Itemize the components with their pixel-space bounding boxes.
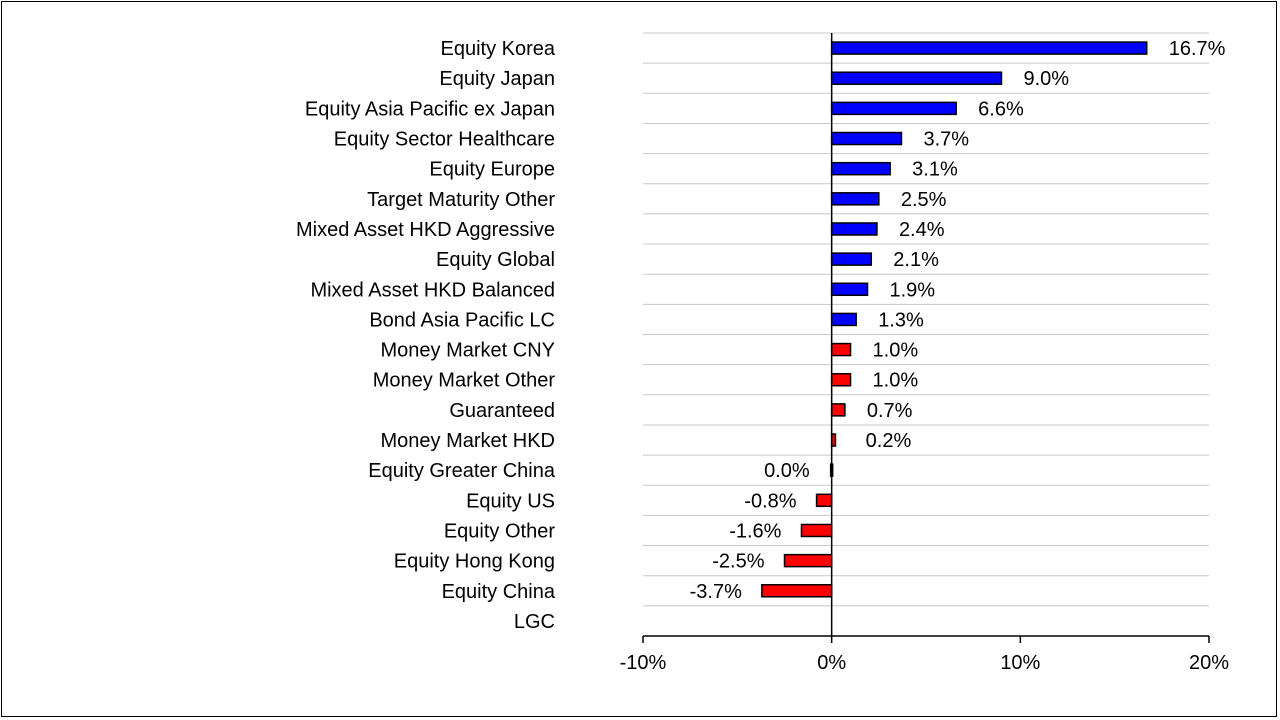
category-label: Equity China [442, 581, 556, 603]
bar [830, 403, 846, 417]
value-label: 3.7% [923, 129, 969, 151]
value-label: 0.2% [866, 430, 912, 452]
bar [830, 282, 869, 297]
value-label: 0.0% [764, 460, 810, 482]
value-labels: 16.7% 9.0% 6.6% 3.7% 3.1% 2.5% 2.4% 2.1% 1.9% 1.3… [690, 38, 1226, 603]
value-label: -1.6% [729, 520, 781, 542]
category-label: Equity Korea [440, 38, 555, 60]
value-label: 1.0% [873, 340, 919, 362]
value-label: 2.4% [899, 219, 945, 241]
value-label: 6.6% [978, 98, 1024, 120]
value-label: -3.7% [690, 581, 742, 603]
bar [830, 342, 852, 357]
bar [830, 131, 903, 146]
category-label: Equity Japan [439, 68, 555, 90]
value-label: 9.0% [1023, 68, 1069, 90]
category-label: LGC [514, 611, 555, 633]
x-tick-label: 10% [1000, 652, 1040, 674]
category-label: Equity Sector Healthcare [334, 129, 555, 151]
value-label: -0.8% [744, 490, 796, 512]
category-label: Guaranteed [449, 400, 555, 422]
gridlines [643, 32, 1209, 637]
category-label: Mixed Asset HKD Aggressive [296, 219, 555, 241]
category-label: Money Market CNY [381, 340, 556, 362]
value-label: -2.5% [712, 551, 764, 573]
x-tick-label: 0% [817, 652, 846, 674]
category-label: Bond Asia Pacific LC [369, 309, 555, 331]
bar [830, 41, 1148, 55]
bar [830, 252, 873, 266]
bar [830, 372, 852, 387]
bar [830, 312, 857, 327]
category-label: Money Market Other [373, 370, 556, 392]
value-label: 2.5% [901, 189, 947, 211]
bar [761, 584, 833, 598]
x-tick-labels: -10% 0% 10% 20% [620, 652, 1230, 674]
category-label: Money Market HKD [381, 430, 556, 452]
bar [800, 523, 833, 538]
value-label: 1.0% [873, 370, 919, 392]
category-labels: Equity Korea Equity Japan Equity Asia Paci… [296, 38, 556, 633]
category-label: Equity Hong Kong [394, 551, 555, 573]
bars [761, 41, 1148, 598]
x-tick-label: -10% [620, 652, 667, 674]
value-label: 0.7% [867, 400, 913, 422]
category-label: Equity Global [436, 249, 555, 271]
category-label: Equity Asia Pacific ex Japan [305, 98, 555, 120]
value-label: 3.1% [912, 159, 958, 181]
bar [830, 71, 1003, 85]
value-label: 2.1% [893, 249, 939, 271]
bar [783, 553, 833, 568]
category-label: Equity US [466, 490, 555, 512]
category-label: Equity Other [444, 520, 556, 542]
bar [830, 161, 891, 176]
axes [642, 33, 1210, 643]
bar [815, 493, 833, 508]
value-label: 1.3% [878, 309, 924, 331]
value-label: 1.9% [890, 279, 936, 301]
bar [830, 192, 880, 206]
category-label: Mixed Asset HKD Balanced [310, 279, 555, 301]
category-label: Target Maturity Other [367, 189, 555, 211]
category-label: Equity Greater China [368, 460, 556, 482]
bar [830, 222, 878, 236]
bar [830, 101, 957, 116]
value-label: 16.7% [1169, 38, 1226, 60]
category-label: Equity Europe [429, 159, 555, 181]
x-tick-label: 20% [1189, 652, 1229, 674]
